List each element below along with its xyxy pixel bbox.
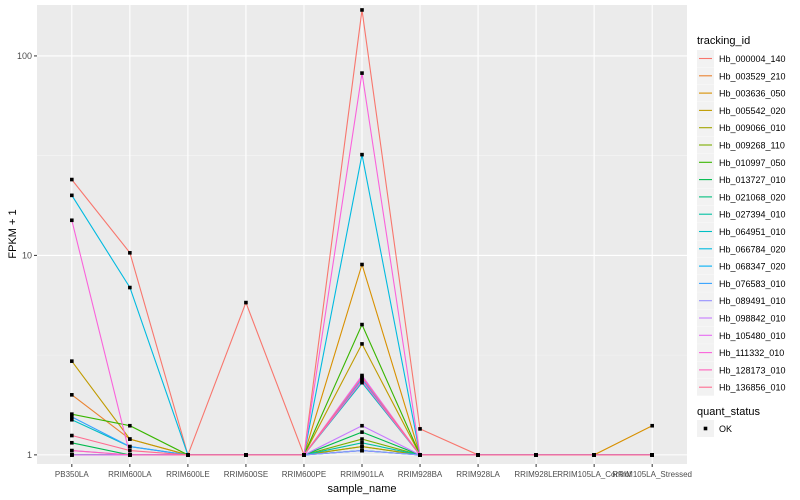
data-point [360, 423, 364, 428]
x-tick-label: RRIM105LA_Stressed [612, 470, 692, 479]
legend-quant-status: quant_status OK [697, 406, 760, 437]
shape-legend-title: quant_status [697, 406, 760, 418]
data-point [360, 262, 364, 267]
legend-label: Hb_010997_050 [719, 158, 786, 168]
legend-label: Hb_003636_050 [719, 89, 786, 99]
legend-label: Hb_013727_010 [719, 175, 786, 185]
data-point [70, 359, 74, 363]
data-point [360, 380, 364, 385]
data-point [128, 251, 132, 255]
data-point [360, 448, 364, 453]
y-axis: 1 10 100 [17, 51, 37, 460]
data-point [128, 285, 132, 290]
y-axis-title: FPKM + 1 [7, 209, 19, 258]
data-point [70, 417, 74, 422]
data-point [360, 152, 364, 157]
data-point [650, 423, 654, 428]
data-point [360, 322, 364, 327]
legend-tracking-id: tracking_id Hb_000004_140Hb_003529_210Hb… [697, 35, 786, 396]
data-point [128, 453, 132, 457]
legend-label: Hb_136856_010 [719, 383, 786, 393]
x-tick-label: RRIM600LA [108, 470, 152, 479]
legend-label: Hb_098842_010 [719, 314, 786, 324]
data-point [70, 412, 74, 416]
x-tick-label: RRIM928BA [398, 470, 443, 479]
shape-legend-key-point [703, 426, 708, 431]
x-tick-label: RRIM600SE [224, 470, 268, 479]
data-point [534, 453, 538, 457]
legend-title: tracking_id [697, 35, 750, 47]
x-tick-label: RRIM928LE [514, 470, 558, 479]
x-axis: PB350LA RRIM600LA RRIM600LE RRIM600SE RRIM60… [55, 464, 692, 479]
data-point [70, 393, 74, 397]
legend-label: Hb_105480_010 [719, 331, 786, 341]
data-point [360, 444, 364, 449]
legend-label: Hb_068347_020 [719, 262, 786, 272]
x-tick-label: RRIM105LA_Control [557, 470, 631, 479]
x-tick-label: RRIM928LA [456, 470, 500, 479]
legend-label: Hb_005542_020 [719, 106, 786, 116]
y-tick-label: 10 [22, 250, 32, 260]
data-point [360, 430, 364, 434]
data-point [70, 177, 74, 182]
data-point [128, 444, 132, 449]
data-point [360, 71, 364, 75]
data-point [302, 453, 306, 457]
legend-label: Hb_003529_210 [719, 71, 786, 81]
data-point [128, 448, 132, 453]
series-points [70, 8, 654, 457]
data-point [70, 218, 74, 223]
data-point [244, 300, 248, 305]
data-point [592, 453, 596, 457]
data-point [418, 427, 422, 431]
data-point [476, 453, 480, 457]
legend-label: Hb_021068_020 [719, 192, 786, 202]
x-tick-label: RRIM600LE [166, 470, 210, 479]
legend-label: Hb_128173_010 [719, 365, 786, 375]
legend-label: Hb_027394_010 [719, 210, 786, 220]
legend-label: Hb_089491_010 [719, 296, 786, 306]
legend-label: Hb_064951_010 [719, 227, 786, 237]
data-point [360, 342, 364, 346]
shape-legend-label: OK [719, 424, 732, 434]
data-point [360, 375, 364, 380]
data-point [186, 453, 190, 457]
legend-label: Hb_066784_020 [719, 244, 786, 254]
legend-label: Hb_009066_010 [719, 123, 786, 133]
y-tick-label: 100 [17, 51, 32, 61]
legend-label: Hb_000004_140 [719, 54, 786, 64]
data-point [244, 453, 248, 457]
data-point [650, 453, 654, 457]
legend-items: Hb_000004_140 Hb_003529_210 Hb_003636_050 H… [697, 50, 786, 396]
data-point [70, 415, 74, 419]
data-point [360, 440, 364, 445]
panel [37, 5, 687, 464]
x-axis-title: sample_name [327, 483, 396, 495]
data-point [70, 448, 74, 453]
legend-label: Hb_076583_010 [719, 279, 786, 289]
legend-label: Hb_111332_010 [719, 348, 784, 358]
data-point [70, 193, 74, 198]
x-tick-label: RRIM600PE [282, 470, 326, 479]
data-point [70, 440, 74, 445]
data-point [70, 453, 74, 457]
data-point [70, 433, 74, 438]
data-point [360, 8, 364, 12]
data-point [418, 453, 422, 457]
data-point [128, 423, 132, 428]
shape-legend-items: OK [697, 420, 732, 437]
y-tick-label: 1 [27, 450, 32, 460]
x-tick-label: RRIM901LA [340, 470, 384, 479]
x-tick-label: PB350LA [55, 470, 89, 479]
data-point [360, 437, 364, 441]
data-point [360, 379, 364, 383]
legend-label: Hb_009268_110 [719, 141, 785, 151]
data-point [128, 437, 132, 441]
